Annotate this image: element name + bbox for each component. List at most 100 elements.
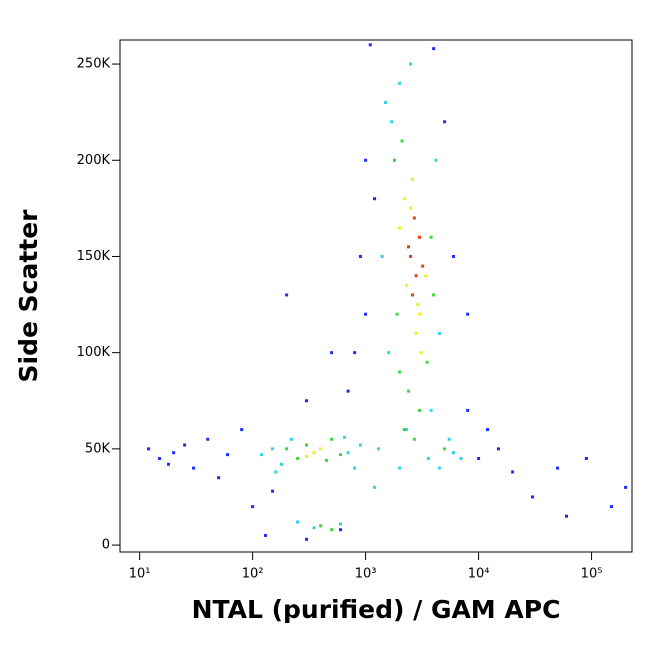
point <box>398 81 402 85</box>
y-tick-label: 200K <box>77 153 111 168</box>
point <box>452 451 456 455</box>
point <box>398 466 402 470</box>
point <box>432 47 436 51</box>
point <box>432 293 436 297</box>
point <box>437 331 441 335</box>
point <box>296 520 300 524</box>
point <box>443 447 447 451</box>
point <box>409 254 413 258</box>
point <box>324 458 328 462</box>
point <box>398 226 402 230</box>
point <box>353 351 357 355</box>
point <box>418 408 422 412</box>
point <box>496 447 500 451</box>
point <box>416 303 420 307</box>
point <box>240 428 244 432</box>
point <box>443 120 447 124</box>
point <box>206 437 210 441</box>
point <box>279 462 283 466</box>
point <box>584 456 588 460</box>
point <box>312 526 316 530</box>
point <box>412 216 416 220</box>
point <box>330 437 334 441</box>
point <box>358 254 362 258</box>
point <box>410 293 414 297</box>
point <box>271 489 275 493</box>
point <box>426 456 430 460</box>
point <box>414 331 418 335</box>
point <box>319 447 323 451</box>
point <box>418 235 422 239</box>
point <box>421 264 425 268</box>
point <box>419 351 423 355</box>
point <box>312 451 316 455</box>
point <box>166 462 170 466</box>
x-tick-label: 10³ <box>355 567 377 582</box>
point <box>172 451 176 455</box>
point <box>404 428 408 432</box>
point <box>624 485 628 489</box>
point <box>402 197 406 201</box>
x-tick-label: 10² <box>242 567 264 582</box>
point <box>226 453 230 457</box>
point <box>364 312 368 316</box>
point <box>217 476 221 480</box>
point <box>305 399 309 403</box>
y-tick-label: 250K <box>77 57 111 72</box>
point <box>402 428 406 432</box>
point <box>271 447 275 451</box>
point <box>364 158 368 162</box>
y-tick-label: 100K <box>77 345 111 360</box>
point <box>390 120 394 124</box>
point <box>192 466 196 470</box>
point <box>511 470 515 474</box>
x-tick-label: 10⁵ <box>581 567 603 582</box>
point <box>147 447 151 451</box>
point <box>289 437 293 441</box>
point <box>380 254 384 258</box>
point <box>373 197 377 201</box>
point <box>305 443 309 447</box>
point <box>330 351 334 355</box>
point <box>459 456 463 460</box>
point <box>373 485 377 489</box>
y-tick-label: 50K <box>85 441 111 456</box>
point <box>424 274 428 278</box>
y-tick-label: 0 <box>102 538 110 553</box>
point <box>452 254 456 258</box>
point <box>330 528 334 532</box>
point <box>404 283 408 287</box>
point <box>400 139 404 143</box>
point <box>387 351 391 355</box>
point <box>183 443 187 447</box>
point <box>251 505 255 509</box>
point <box>407 389 411 393</box>
point <box>346 389 350 393</box>
point <box>477 456 481 460</box>
point <box>285 447 289 451</box>
point <box>264 533 268 537</box>
x-tick-label: 10¹ <box>129 567 151 582</box>
point <box>407 245 411 249</box>
point <box>395 312 399 316</box>
point <box>434 158 438 162</box>
point <box>412 437 416 441</box>
point <box>425 360 429 364</box>
point <box>429 408 433 412</box>
point <box>260 453 264 457</box>
point <box>398 370 402 374</box>
point <box>376 447 380 451</box>
point <box>466 312 470 316</box>
point <box>564 514 568 518</box>
point <box>296 456 300 460</box>
point <box>339 522 343 526</box>
y-axis-title: Side Scatter <box>14 209 43 383</box>
point <box>410 177 414 181</box>
point <box>319 524 323 528</box>
point <box>530 495 534 499</box>
point <box>274 470 278 474</box>
point <box>368 43 372 47</box>
point <box>383 101 387 105</box>
